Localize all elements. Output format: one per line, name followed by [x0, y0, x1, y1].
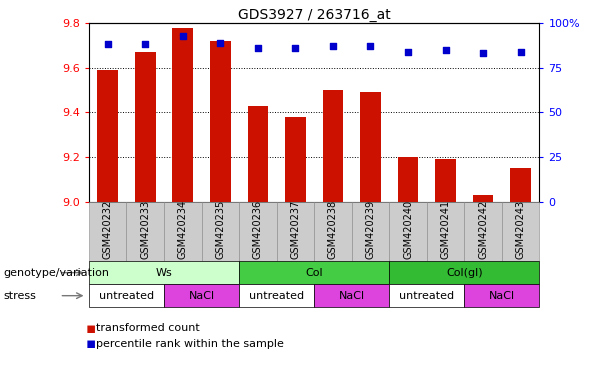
Bar: [511, 168, 531, 202]
Text: stress: stress: [3, 291, 36, 301]
Point: [403, 48, 413, 55]
Text: GSM420236: GSM420236: [253, 200, 263, 259]
Text: GSM420232: GSM420232: [102, 200, 113, 259]
Text: ▪: ▪: [86, 321, 96, 336]
Point: [103, 41, 113, 48]
Text: Col: Col: [305, 268, 323, 278]
Bar: [248, 106, 268, 202]
Bar: [398, 157, 418, 202]
Text: NaCl: NaCl: [489, 291, 515, 301]
Text: Ws: Ws: [156, 268, 172, 278]
Text: GSM420235: GSM420235: [215, 200, 226, 259]
Text: percentile rank within the sample: percentile rank within the sample: [96, 339, 284, 349]
Text: untreated: untreated: [249, 291, 304, 301]
Text: GSM420238: GSM420238: [328, 200, 338, 259]
Text: untreated: untreated: [99, 291, 154, 301]
Point: [253, 45, 263, 51]
Point: [328, 43, 338, 49]
Text: GSM420241: GSM420241: [441, 200, 451, 259]
Bar: [473, 195, 493, 202]
Point: [516, 48, 525, 55]
Bar: [285, 117, 306, 202]
Bar: [322, 90, 343, 202]
Text: GSM420233: GSM420233: [140, 200, 150, 259]
Text: untreated: untreated: [399, 291, 454, 301]
Text: transformed count: transformed count: [96, 323, 200, 333]
Text: GSM420237: GSM420237: [291, 200, 300, 259]
Point: [365, 43, 375, 49]
Point: [140, 41, 150, 48]
Text: GSM420242: GSM420242: [478, 200, 488, 259]
Text: NaCl: NaCl: [188, 291, 215, 301]
Point: [291, 45, 300, 51]
Bar: [135, 52, 156, 202]
Bar: [360, 92, 381, 202]
Text: GSM420239: GSM420239: [365, 200, 376, 259]
Text: genotype/variation: genotype/variation: [3, 268, 109, 278]
Point: [441, 47, 451, 53]
Text: ▪: ▪: [86, 336, 96, 351]
Text: GSM420243: GSM420243: [516, 200, 526, 259]
Text: GSM420240: GSM420240: [403, 200, 413, 259]
Point: [478, 50, 488, 56]
Bar: [97, 70, 118, 202]
Bar: [435, 159, 456, 202]
Text: Col(gl): Col(gl): [446, 268, 482, 278]
Point: [215, 40, 225, 46]
Bar: [210, 41, 230, 202]
Bar: [172, 28, 193, 202]
Text: GSM420234: GSM420234: [178, 200, 188, 259]
Text: NaCl: NaCl: [338, 291, 365, 301]
Point: [178, 33, 188, 39]
Title: GDS3927 / 263716_at: GDS3927 / 263716_at: [238, 8, 390, 22]
